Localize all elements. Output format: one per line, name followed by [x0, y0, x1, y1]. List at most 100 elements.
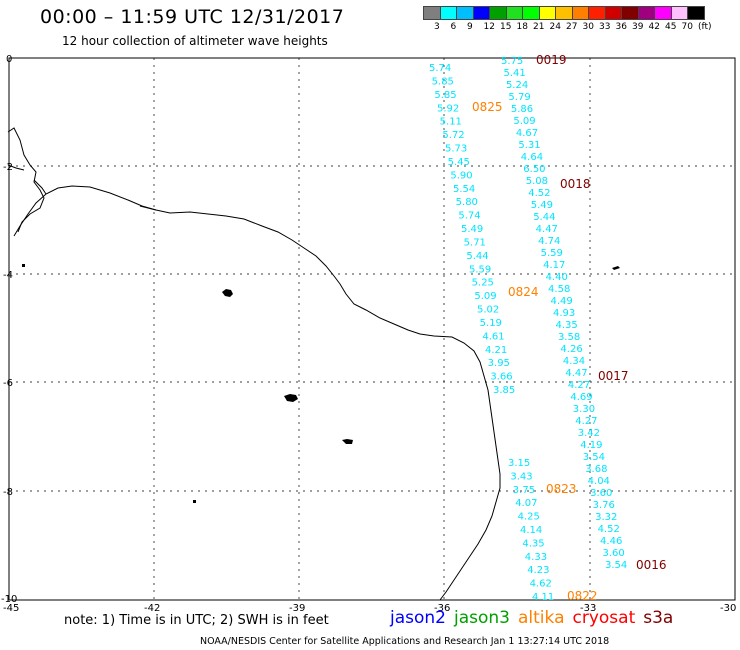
- wave-height-value: 4.47: [536, 224, 558, 235]
- color-scale-bar: [423, 6, 705, 20]
- wave-height-value: 5.90: [450, 170, 472, 181]
- pass-time-label: 0016: [636, 558, 667, 572]
- y-tick-label: -2: [3, 162, 13, 173]
- wave-height-value: 3.15: [508, 458, 530, 469]
- satellite-legend-item: s3a: [643, 608, 674, 628]
- wave-height-value: 5.73: [445, 144, 467, 155]
- x-tick-label: -33: [580, 603, 596, 614]
- wave-height-value: 5.74: [458, 211, 480, 222]
- color-scale-label: 21: [533, 22, 545, 32]
- map-frame: [8, 57, 736, 601]
- pass-time-label: 0019: [536, 53, 567, 67]
- color-scale-label: 36: [615, 22, 627, 32]
- y-tick-label: 0: [6, 54, 12, 65]
- wave-height-value: 4.69: [570, 392, 592, 403]
- wave-height-value: 5.79: [508, 92, 530, 103]
- wave-height-value: 4.14: [520, 525, 542, 536]
- wave-height-value: 4.52: [528, 188, 550, 199]
- wave-height-value: 5.49: [531, 200, 553, 211]
- wave-height-value: 5.44: [466, 251, 488, 262]
- wave-height-value: 3.76: [593, 500, 615, 511]
- wave-height-value: 5.80: [456, 197, 478, 208]
- pass-time-label: 0017: [598, 369, 629, 383]
- wave-height-value: 6.50: [523, 164, 545, 175]
- wave-height-value: 5.59: [469, 264, 491, 275]
- wave-height-value: 4.23: [527, 565, 549, 576]
- x-tick-label: -45: [3, 603, 19, 614]
- x-tick-label: -42: [144, 603, 160, 614]
- wave-height-value: 3.68: [585, 464, 607, 475]
- wave-height-value: 4.17: [543, 260, 565, 271]
- color-scale-label: 45: [665, 22, 677, 32]
- wave-height-value: 4.49: [551, 296, 573, 307]
- wave-height-value: 4.27: [568, 380, 590, 391]
- wave-height-value: 3.85: [493, 385, 515, 396]
- color-scale-label: 9: [467, 22, 473, 32]
- wave-height-value: 4.46: [600, 536, 622, 547]
- source-credit: NOAA/NESDIS Center for Satellite Applica…: [200, 636, 610, 647]
- color-scale-label: 30: [582, 22, 594, 32]
- wave-height-value: 4.40: [546, 272, 568, 283]
- wave-height-value: 4.34: [563, 356, 585, 367]
- wave-height-value: 3.54: [605, 560, 627, 571]
- color-scale-label: 27: [566, 22, 578, 32]
- axis-labels: -45 -42 -39 -36 -33 -30 0 -2 -4 -6 -8 -1…: [1, 54, 736, 614]
- wave-height-value: 5.11: [440, 117, 462, 128]
- wave-height-value: 5.86: [511, 104, 533, 115]
- wave-height-value: 5.41: [503, 68, 525, 79]
- altimeter-tracks: 5.74 5.85 5.85 5.92 5.11 5.72 5.73 5.45 5.90 5.54…: [429, 53, 667, 603]
- color-scale-label: 24: [549, 22, 561, 32]
- wave-height-value: 4.25: [518, 512, 540, 523]
- satellite-legend-item: altika: [518, 608, 565, 628]
- wave-height-value: 5.71: [464, 237, 486, 248]
- islands: [22, 264, 620, 503]
- color-scale-label: 33: [599, 22, 611, 32]
- wave-height-value: 3.32: [595, 512, 617, 523]
- y-tick-label: -4: [3, 270, 13, 281]
- wave-height-value: 4.52: [598, 524, 620, 535]
- wave-height-value: 4.67: [516, 128, 538, 139]
- wave-height-value: 5.09: [474, 291, 496, 302]
- satellite-legend-item: cryosat: [572, 608, 636, 628]
- wave-height-value: 4.33: [525, 552, 547, 563]
- pass-time-label: 0018: [560, 177, 591, 191]
- x-tick-label: -39: [289, 603, 305, 614]
- wave-height-value: 3.58: [558, 332, 580, 343]
- satellite-legend-item: jason3: [454, 608, 510, 628]
- color-scale-label: 42: [648, 22, 660, 32]
- wave-height-value: 4.58: [548, 284, 570, 295]
- wave-height-value: 5.24: [506, 80, 528, 91]
- wave-height-value: 4.11: [532, 592, 554, 603]
- wave-height-value: 3.75: [513, 485, 535, 496]
- x-tick-label: -36: [434, 603, 450, 614]
- wave-height-value: 5.72: [442, 130, 464, 141]
- wave-height-value: 5.85: [434, 90, 456, 101]
- wave-height-value: 4.35: [522, 538, 544, 549]
- wave-height-value: 5.49: [461, 224, 483, 235]
- color-swatch: [687, 6, 705, 20]
- graticule: [9, 58, 735, 600]
- wave-height-value: 4.35: [555, 320, 577, 331]
- wave-height-value: 4.47: [565, 368, 587, 379]
- wave-height-value: 3.43: [510, 471, 532, 482]
- pass-time-label: 0825: [472, 100, 503, 114]
- coastline: [7, 127, 501, 601]
- map-title: 00:00 – 11:59 UTC 12/31/2017: [40, 6, 345, 28]
- wave-height-value: 4.64: [521, 152, 543, 163]
- pass-time-label: 0823: [546, 482, 577, 496]
- satellite-legend: jason2 jason3 altika cryosat s3a: [390, 608, 681, 628]
- color-scale-label: 12: [483, 22, 495, 32]
- wave-height-value: 4.04: [588, 476, 610, 487]
- wave-height-value: 5.02: [477, 305, 499, 316]
- wave-height-value: 5.85: [432, 76, 454, 87]
- wave-height-value: 4.62: [530, 579, 552, 590]
- wave-height-value: 5.44: [533, 212, 555, 223]
- satellite-legend-item: jason2: [390, 608, 446, 628]
- wave-height-value: 4.19: [580, 440, 602, 451]
- wave-height-value: 4.07: [515, 498, 537, 509]
- wave-height-value: 3.42: [578, 428, 600, 439]
- wave-height-value: 3.54: [583, 452, 605, 463]
- color-scale-label: 6: [450, 22, 457, 32]
- wave-height-value: 3.95: [488, 358, 510, 369]
- wave-height-value: 4.93: [553, 308, 575, 319]
